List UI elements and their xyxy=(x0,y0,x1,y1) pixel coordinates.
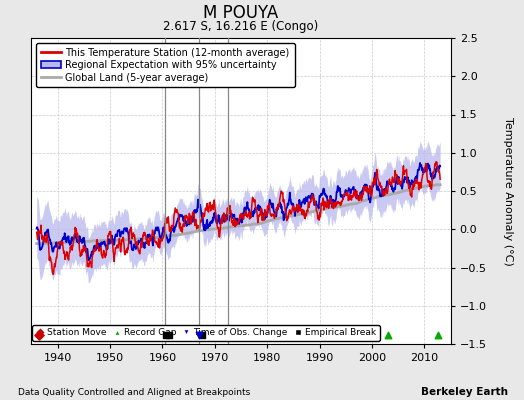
Point xyxy=(195,332,203,338)
Point xyxy=(35,332,43,338)
Y-axis label: Temperature Anomaly (°C): Temperature Anomaly (°C) xyxy=(504,117,514,265)
Point xyxy=(162,332,170,338)
Point xyxy=(165,332,173,338)
Text: 2.617 S, 16.216 E (Congo): 2.617 S, 16.216 E (Congo) xyxy=(163,20,319,33)
Point xyxy=(198,332,206,338)
Point xyxy=(384,332,392,338)
Text: M POUYA: M POUYA xyxy=(203,4,279,22)
Text: Berkeley Earth: Berkeley Earth xyxy=(421,387,508,397)
Legend: Station Move, Record Gap, Time of Obs. Change, Empirical Break: Station Move, Record Gap, Time of Obs. C… xyxy=(32,325,380,341)
Point xyxy=(433,332,442,338)
Text: Data Quality Controlled and Aligned at Breakpoints: Data Quality Controlled and Aligned at B… xyxy=(18,388,250,397)
